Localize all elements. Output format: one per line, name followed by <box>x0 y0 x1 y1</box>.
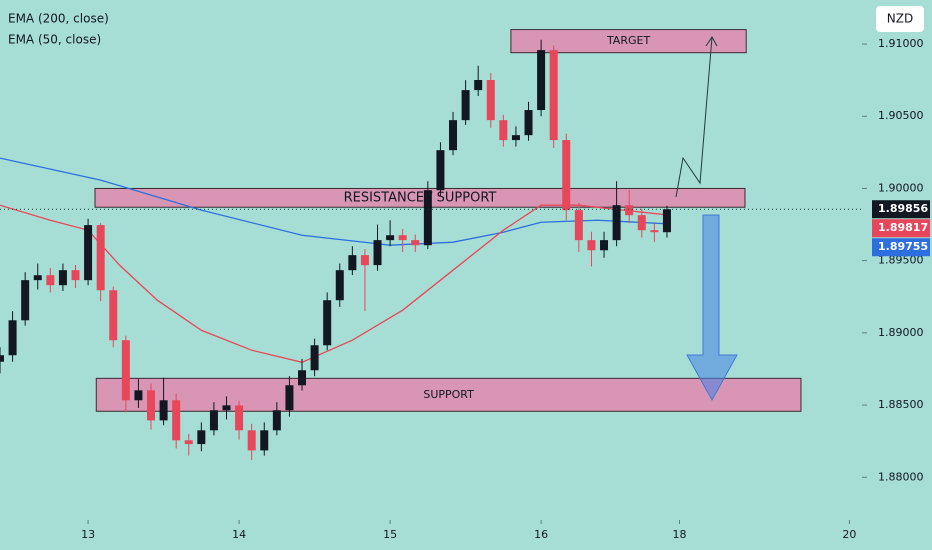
candle-body <box>222 405 231 411</box>
candle-body <box>8 320 17 356</box>
candle-body <box>436 150 445 191</box>
candle-body <box>84 225 93 281</box>
candle-body <box>109 290 118 341</box>
candle-body <box>310 345 319 371</box>
ema-line <box>0 157 667 246</box>
y-tick-label: 1.90500 <box>878 109 924 122</box>
candle-body <box>600 240 609 251</box>
candle-body <box>335 270 344 301</box>
candle-body <box>461 90 470 121</box>
candle-body <box>625 205 634 216</box>
y-tick-label: 1.91000 <box>878 37 924 50</box>
candle-body <box>260 430 269 451</box>
candle-body <box>172 400 181 441</box>
projection-arrow <box>675 36 713 198</box>
candle-body <box>423 190 432 246</box>
candle-body <box>587 240 596 251</box>
candle-body <box>0 355 4 362</box>
candle-body <box>449 120 458 151</box>
candles <box>0 39 671 460</box>
x-tick-label: 20 <box>842 528 856 541</box>
candle-body <box>247 430 256 451</box>
candle-body <box>197 430 206 445</box>
zone-label: SUPPORT <box>423 388 474 401</box>
candle-body <box>662 209 671 233</box>
candle-body <box>71 270 80 281</box>
x-tick-label: 18 <box>673 528 687 541</box>
y-tick-label: 1.90000 <box>878 181 924 194</box>
candle-body <box>574 210 583 241</box>
candle-body <box>298 370 307 386</box>
candle-body <box>33 275 42 281</box>
candle-body <box>134 390 143 401</box>
candle-body <box>21 280 30 321</box>
currency[interactable]: NZD <box>887 12 913 26</box>
candle-body <box>411 240 420 246</box>
candle-body <box>285 385 294 411</box>
zone-label: RESISTANCE / SUPPORT <box>344 190 497 205</box>
y-tick-label: 1.88000 <box>878 470 924 483</box>
y-tick-label: 1.89000 <box>878 326 924 339</box>
x-tick-label: 14 <box>232 528 246 541</box>
y-tick-label: 1.89500 <box>878 254 924 267</box>
candle-body <box>58 270 67 286</box>
down-arrow <box>686 214 738 402</box>
x-tick-label: 16 <box>534 528 548 541</box>
price-tag <box>872 219 930 238</box>
currency-box[interactable] <box>876 6 924 32</box>
candle-body <box>121 340 130 401</box>
zone <box>94 187 746 208</box>
legend-entry: EMA (50, close) <box>8 33 101 47</box>
candle-body <box>486 80 495 121</box>
zone <box>510 29 747 54</box>
candle-body <box>499 120 508 141</box>
candle-body <box>612 205 621 241</box>
candle-body <box>398 235 407 241</box>
candle-body <box>272 410 281 431</box>
x-tick-label: 13 <box>81 528 95 541</box>
candle-body <box>348 255 357 271</box>
candle-body <box>562 140 571 211</box>
candle-body <box>474 80 483 91</box>
candle-body <box>524 110 533 136</box>
y-tick-label: 1.88500 <box>878 398 924 411</box>
candle-body <box>386 235 395 241</box>
legend-entry: EMA (200, close) <box>8 12 109 26</box>
candle-body <box>637 215 646 231</box>
candle-body <box>360 255 369 266</box>
candle-body <box>147 390 156 421</box>
candle-body <box>96 225 105 291</box>
price-tag <box>872 200 930 219</box>
candle-body <box>511 135 520 141</box>
price-tag-label: 1.89817 <box>878 221 928 234</box>
price-tag-label: 1.89755 <box>878 240 928 253</box>
candle-body <box>537 50 546 111</box>
zone-label: TARGET <box>606 34 651 47</box>
price-tag <box>872 238 930 257</box>
candle-body <box>235 405 244 431</box>
candle-body <box>209 410 218 431</box>
x-tick-label: 15 <box>383 528 397 541</box>
axes: 1.91000 1.90500 1.90000 1.89500 1.89000 1.885… <box>0 37 930 541</box>
arrow-head <box>705 36 718 47</box>
candle-body <box>159 400 168 421</box>
candle-body <box>650 230 659 233</box>
candle-body <box>184 440 193 445</box>
candle-body <box>46 275 55 286</box>
price-tag-label: 1.89856 <box>878 202 928 215</box>
candle-body <box>323 300 332 346</box>
candle-body <box>373 240 382 266</box>
candle-body <box>549 50 558 141</box>
